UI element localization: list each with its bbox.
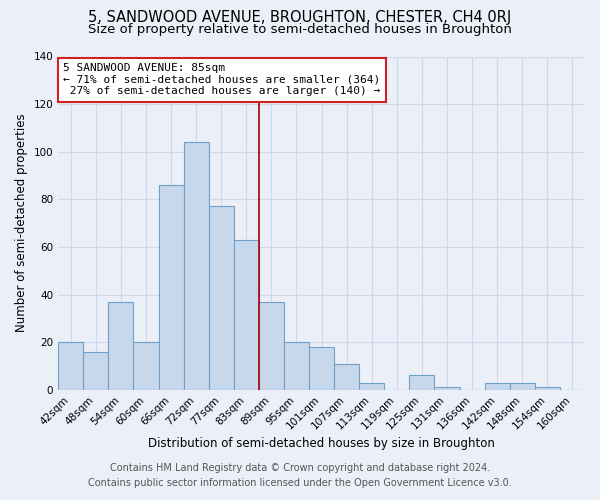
Bar — [209, 206, 234, 390]
Bar — [334, 364, 359, 390]
Bar — [184, 142, 209, 390]
Bar — [234, 240, 259, 390]
Bar — [109, 302, 133, 390]
Bar — [259, 302, 284, 390]
X-axis label: Distribution of semi-detached houses by size in Broughton: Distribution of semi-detached houses by … — [148, 437, 495, 450]
Y-axis label: Number of semi-detached properties: Number of semi-detached properties — [15, 114, 28, 332]
Bar — [409, 376, 434, 390]
Text: Size of property relative to semi-detached houses in Broughton: Size of property relative to semi-detach… — [88, 22, 512, 36]
Bar — [535, 388, 560, 390]
Text: Contains HM Land Registry data © Crown copyright and database right 2024.
Contai: Contains HM Land Registry data © Crown c… — [88, 462, 512, 487]
Bar — [158, 185, 184, 390]
Bar — [485, 382, 510, 390]
Bar — [359, 382, 385, 390]
Bar — [58, 342, 83, 390]
Bar — [309, 347, 334, 390]
Bar — [284, 342, 309, 390]
Bar — [510, 382, 535, 390]
Text: 5 SANDWOOD AVENUE: 85sqm
← 71% of semi-detached houses are smaller (364)
 27% of: 5 SANDWOOD AVENUE: 85sqm ← 71% of semi-d… — [64, 63, 380, 96]
Bar — [83, 352, 109, 390]
Bar — [133, 342, 158, 390]
Bar — [434, 388, 460, 390]
Text: 5, SANDWOOD AVENUE, BROUGHTON, CHESTER, CH4 0RJ: 5, SANDWOOD AVENUE, BROUGHTON, CHESTER, … — [88, 10, 512, 25]
